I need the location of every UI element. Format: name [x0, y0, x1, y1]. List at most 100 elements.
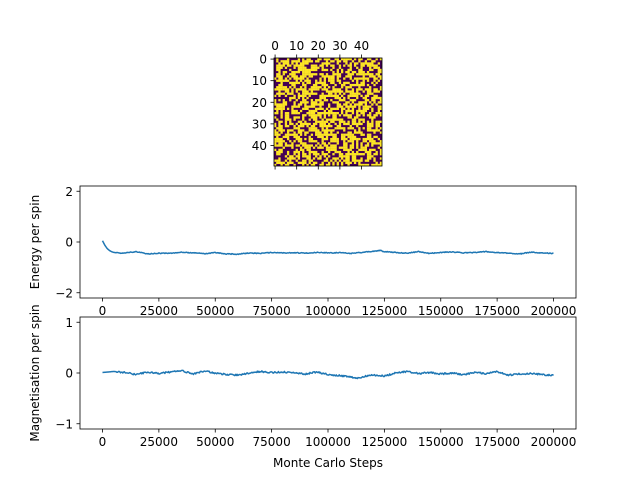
- heatmap-cell: [278, 133, 281, 136]
- heatmap-cell: [345, 159, 348, 162]
- heatmap-cell: [278, 137, 281, 141]
- heatmap-cell: [330, 77, 333, 80]
- heatmap-cell: [366, 105, 370, 108]
- heatmap-cell: [286, 112, 290, 115]
- heatmap-cell: [302, 90, 305, 93]
- heatmap-cell: [330, 64, 333, 67]
- heatmap-cell: [360, 77, 363, 80]
- heatmap-cell: [317, 131, 320, 134]
- heatmap-cell: [347, 131, 350, 134]
- heatmap-cell: [343, 122, 346, 126]
- heatmap-cell: [282, 62, 285, 65]
- heatmap-cell: [297, 157, 301, 160]
- heatmap-cell: [343, 142, 346, 145]
- heatmap-cell: [364, 73, 368, 76]
- heatmap-cell: [321, 75, 324, 78]
- heatmap-cell: [284, 142, 288, 145]
- heatmap-cell: [274, 148, 277, 152]
- heatmap-cell: [286, 129, 290, 132]
- heatmap-cell: [306, 144, 309, 147]
- heatmap-cell: [377, 105, 380, 108]
- heatmap-cell: [293, 77, 296, 80]
- heatmap-cell: [366, 62, 370, 65]
- heatmap-cell: [302, 70, 305, 74]
- heatmap-cell: [284, 112, 288, 115]
- heatmap-cell: [286, 118, 290, 121]
- heatmap-cell: [325, 135, 329, 139]
- heatmap-cell: [332, 101, 335, 104]
- heatmap-cell: [358, 77, 361, 80]
- heatmap-cell: [274, 133, 277, 136]
- heatmap-cell: [276, 137, 279, 141]
- heatmap-cell: [351, 159, 355, 162]
- heatmap-cell: [276, 105, 279, 108]
- heatmap-cell: [347, 150, 350, 154]
- heatmap-cell: [343, 144, 346, 147]
- heatmap-cell: [366, 155, 370, 158]
- heatmap-cell: [291, 90, 294, 93]
- heatmap-cell: [347, 140, 350, 143]
- heatmap-cell: [312, 92, 316, 95]
- heatmap-frame: [273, 57, 383, 167]
- heatmap-cell: [319, 114, 322, 117]
- heatmap-cell: [278, 107, 281, 110]
- heatmap-cell: [321, 140, 324, 143]
- heatmap-cell: [349, 66, 352, 69]
- heatmap-cell: [343, 60, 346, 63]
- heatmap-cell: [377, 122, 380, 126]
- heatmap-cell: [282, 146, 285, 149]
- heatmap-cell: [304, 68, 307, 72]
- heatmap-cell: [356, 153, 359, 156]
- heatmap-cell: [373, 77, 376, 80]
- heatmap-cell: [291, 88, 294, 91]
- heatmap-cell: [310, 140, 314, 143]
- heatmap-cell: [319, 107, 322, 110]
- heatmap-cell: [319, 101, 322, 104]
- heatmap-cell: [291, 142, 294, 145]
- heatmap-cell: [317, 157, 320, 160]
- heatmap-cell: [347, 90, 350, 93]
- heatmap-cell: [284, 114, 288, 117]
- heatmap-cell: [297, 116, 301, 119]
- heatmap-cell: [375, 122, 378, 126]
- heatmap-cell: [276, 127, 279, 130]
- heatmap-cell: [304, 146, 307, 149]
- heatmap-cell: [276, 79, 279, 82]
- heatmap-cell: [328, 146, 331, 149]
- heatmap-cell: [276, 159, 279, 162]
- heatmap-cell: [308, 140, 311, 143]
- heatmap-cell: [304, 101, 307, 104]
- heatmap-cell: [308, 135, 311, 139]
- heatmap-cell: [373, 142, 376, 145]
- heatmap-cell: [306, 81, 309, 85]
- heatmap-cell: [330, 107, 333, 110]
- heatmap-cell: [349, 68, 352, 72]
- heatmap-cell: [299, 148, 303, 152]
- heatmap-cell: [304, 90, 307, 93]
- heatmap-cell: [291, 83, 294, 87]
- heatmap-cell: [340, 109, 344, 113]
- heatmap-cell: [291, 81, 294, 85]
- heatmap-cell: [312, 88, 316, 91]
- heatmap-cell: [330, 81, 333, 85]
- heatmap-cell: [310, 64, 314, 67]
- heatmap-cell: [293, 75, 296, 78]
- heatmap-cell: [379, 157, 383, 160]
- heatmap-cell: [325, 146, 329, 149]
- heatmap-cell: [328, 148, 331, 152]
- heatmap-cell: [278, 153, 281, 156]
- heatmap-cell: [315, 122, 318, 126]
- heatmap-cell: [289, 122, 292, 126]
- heatmap-cell: [379, 153, 383, 156]
- heatmap-cell: [349, 103, 352, 106]
- heatmap-cell: [319, 112, 322, 115]
- heatmap-cell: [315, 88, 318, 91]
- heatmap-cell: [323, 94, 326, 98]
- heatmap-cell: [299, 142, 303, 145]
- heatmap-cell: [321, 142, 324, 145]
- heatmap-cell: [323, 131, 326, 134]
- heatmap-cell: [319, 146, 322, 149]
- heatmap-cell: [334, 133, 337, 136]
- heatmap-cell: [347, 163, 350, 167]
- heatmap-cell: [351, 144, 355, 147]
